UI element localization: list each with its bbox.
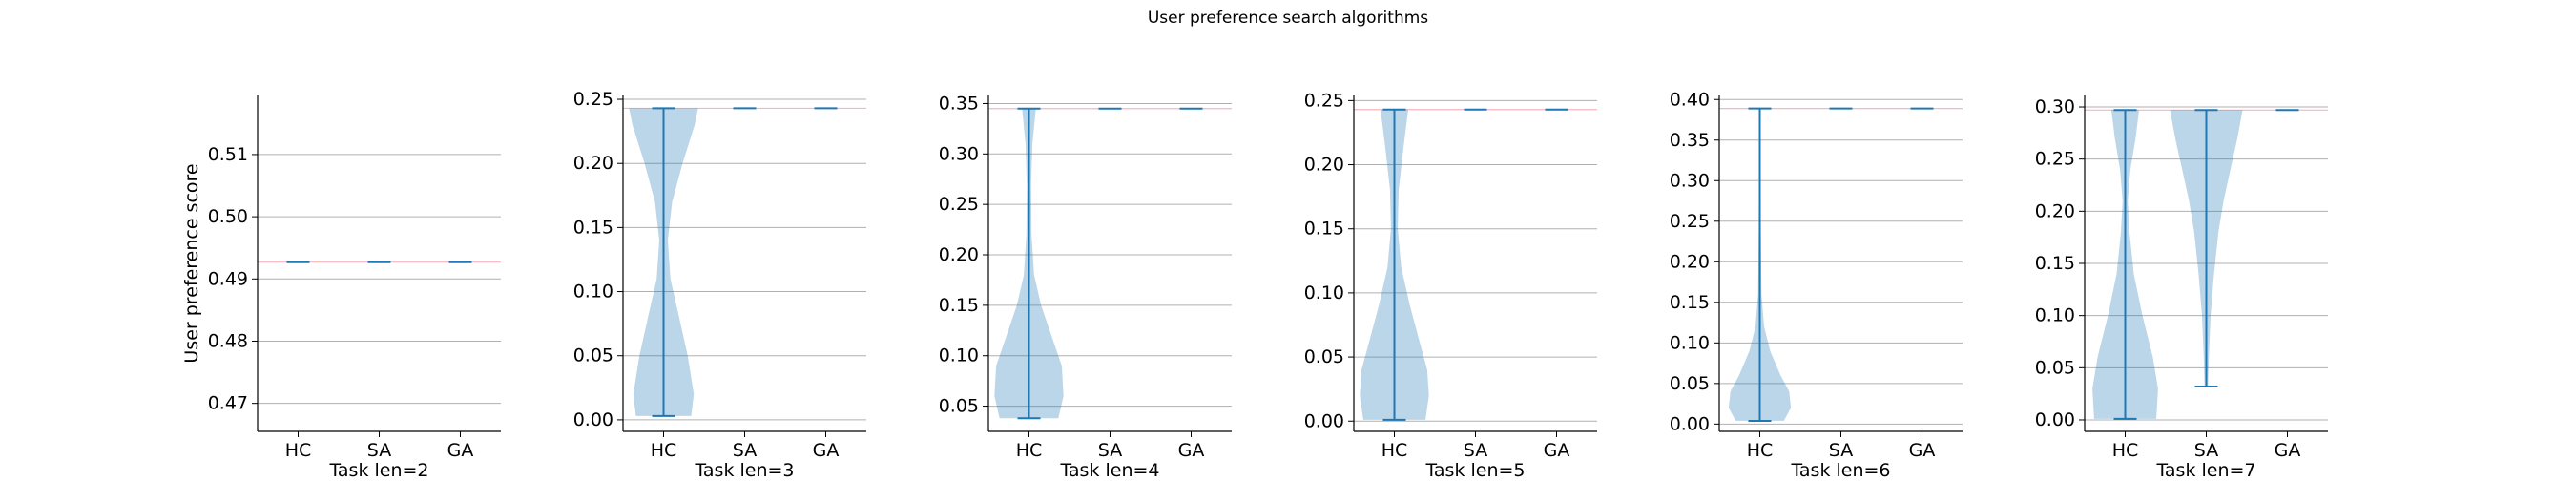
subplot-task-len-2: 0.47 0.48 0.49 0.50 0.51 HC SA GA Task len=2 User…: [181, 95, 501, 481]
x-tick-label: SA: [1829, 440, 1853, 461]
y-tick-label: 0.10: [1670, 332, 1710, 353]
y-tick-label: 0.15: [1670, 292, 1710, 313]
violin-hc: [2092, 109, 2158, 420]
y-tick-label: 0.20: [573, 153, 613, 174]
y-tick-label: 0.00: [2035, 409, 2075, 430]
y-tick-label: 0.35: [1670, 130, 1710, 151]
x-tick-label: HC: [1747, 440, 1774, 461]
y-tick-label: 0.50: [208, 206, 248, 227]
x-axis-label: Task len=5: [1424, 460, 1525, 477]
x-tick-label: SA: [1464, 440, 1487, 461]
y-tick-label: 0.05: [1670, 373, 1710, 394]
y-tick-label: 0.10: [573, 282, 613, 303]
x-axis-label: Task len=4: [1059, 460, 1159, 477]
x-tick-label: SA: [1098, 440, 1122, 461]
y-tick-label: 0.10: [1304, 282, 1344, 303]
subplot-task-len-6: 0.00 0.05 0.10 0.15 0.20 0.25 0.30 0.35 0.40 HC SA…: [1670, 89, 1963, 481]
x-tick-label: SA: [367, 440, 391, 461]
x-axis-label: Task len=7: [2155, 460, 2255, 477]
y-tick-label: 0.05: [573, 345, 613, 366]
y-tick-label: 0.30: [2035, 96, 2075, 117]
y-tick-label: 0.30: [939, 143, 979, 164]
y-axis-label: User preference score: [181, 163, 202, 363]
x-axis-label: Task len=2: [328, 460, 428, 477]
y-tick-label: 0.20: [2035, 200, 2075, 221]
x-tick-label: GA: [2275, 440, 2301, 461]
x-tick-label: HC: [651, 440, 677, 461]
y-tick-label: 0.20: [1670, 251, 1710, 272]
y-tick-label: 0.00: [1304, 410, 1344, 431]
y-tick-label: 0.10: [2035, 305, 2075, 326]
y-tick-label: 0.20: [1304, 155, 1344, 176]
y-tick-label: 0.05: [939, 396, 979, 417]
x-tick-label: HC: [1381, 440, 1408, 461]
y-tick-label: 0.00: [573, 409, 613, 430]
y-tick-label: 0.25: [2035, 149, 2075, 170]
violin-hc: [1360, 108, 1429, 421]
y-tick-label: 0.47: [208, 393, 248, 414]
violin-hc: [629, 107, 698, 417]
y-tick-label: 0.40: [1670, 89, 1710, 110]
y-tick-label: 0.20: [939, 244, 979, 265]
figure-title: User preference search algorithms: [1148, 9, 1428, 28]
x-axis-label: Task len=6: [1790, 460, 1890, 477]
y-tick-label: 0.15: [1304, 219, 1344, 240]
y-tick-label: 0.05: [1304, 346, 1344, 367]
y-tick-label: 0.00: [1670, 413, 1710, 434]
x-tick-label: HC: [1016, 440, 1043, 461]
x-tick-label: HC: [285, 440, 312, 461]
y-tick-label: 0.48: [208, 330, 248, 351]
violin-sa: [2170, 109, 2243, 387]
y-tick-label: 0.25: [1304, 90, 1344, 111]
x-tick-label: GA: [1909, 440, 1936, 461]
y-tick-label: 0.15: [939, 295, 979, 316]
subplot-task-len-5: 0.00 0.05 0.10 0.15 0.20 0.25 HC SA GA Task len=5: [1304, 90, 1597, 481]
y-tick-label: 0.15: [573, 217, 613, 238]
y-tick-label: 0.49: [208, 268, 248, 289]
y-tick-label: 0.10: [939, 345, 979, 366]
y-tick-label: 0.15: [2035, 253, 2075, 274]
x-tick-label: GA: [1178, 440, 1205, 461]
y-tick-label: 0.35: [939, 93, 979, 114]
subplot-task-len-4: 0.05 0.10 0.15 0.20 0.25 0.30 0.35 HC SA GA Task l…: [939, 93, 1232, 481]
y-tick-label: 0.25: [573, 89, 613, 110]
subplot-task-len-3: 0.00 0.05 0.10 0.15 0.20 0.25 HC SA GA Task len=3: [573, 89, 866, 481]
y-tick-label: 0.30: [1670, 170, 1710, 191]
y-tick-label: 0.25: [939, 194, 979, 215]
y-tick-label: 0.05: [2035, 357, 2075, 378]
x-tick-label: SA: [733, 440, 757, 461]
y-tick-label: 0.51: [208, 144, 248, 165]
y-tick-label: 0.25: [1670, 211, 1710, 232]
violin-hc: [994, 107, 1064, 420]
violin-hc: [1728, 107, 1792, 422]
x-tick-label: GA: [447, 440, 474, 461]
subplot-task-len-7: 0.00 0.05 0.10 0.15 0.20 0.25 0.30 HC SA GA Task l…: [2035, 95, 2328, 481]
x-axis-label: Task len=3: [694, 460, 794, 477]
x-tick-label: SA: [2194, 440, 2218, 461]
x-tick-label: GA: [813, 440, 840, 461]
x-tick-label: GA: [1544, 440, 1570, 461]
x-tick-label: HC: [2112, 440, 2139, 461]
